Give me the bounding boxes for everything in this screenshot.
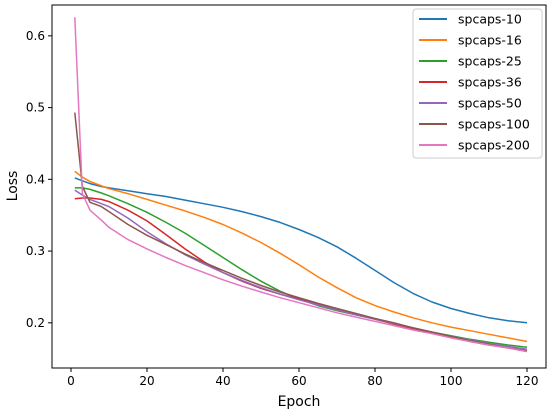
legend-label: spcaps-10 <box>458 12 522 27</box>
y-tick-label: 0.6 <box>26 29 45 43</box>
y-tick-label: 0.2 <box>26 316 45 330</box>
legend-label: spcaps-25 <box>458 54 522 69</box>
x-tick-label: 40 <box>215 374 230 388</box>
plot-frame <box>51 4 547 369</box>
x-tick-label: 20 <box>139 374 154 388</box>
series-line <box>74 177 528 324</box>
x-tick-label: 120 <box>516 374 539 388</box>
y-axis-ticks: 0.2 0.3 0.4 0.5 0.6 <box>26 29 52 330</box>
x-tick-label: 60 <box>291 374 306 388</box>
legend-label: spcaps-200 <box>458 138 530 153</box>
series-lines <box>74 17 528 353</box>
x-tick-label: 0 <box>67 374 75 388</box>
series-line <box>74 170 528 343</box>
x-axis-ticks: 0 20 40 60 80 100 120 <box>67 368 538 388</box>
legend-label: spcaps-16 <box>458 33 522 48</box>
y-axis-label: Loss <box>5 171 21 202</box>
legend-label: spcaps-100 <box>458 117 530 132</box>
y-tick-label: 0.3 <box>26 244 45 258</box>
series-line <box>74 112 528 352</box>
x-axis-label: Epoch <box>278 394 321 410</box>
x-tick-label: 100 <box>440 374 463 388</box>
legend-label: spcaps-50 <box>458 96 522 111</box>
series-line <box>74 17 528 353</box>
x-tick-label: 80 <box>367 374 382 388</box>
y-tick-label: 0.4 <box>26 172 45 186</box>
legend-box <box>412 8 543 159</box>
legend-label: spcaps-36 <box>458 75 522 90</box>
y-tick-label: 0.5 <box>26 101 45 115</box>
legend: spcaps-10 spcaps-16 spcaps-25 spcaps-36 spca… <box>412 8 543 159</box>
